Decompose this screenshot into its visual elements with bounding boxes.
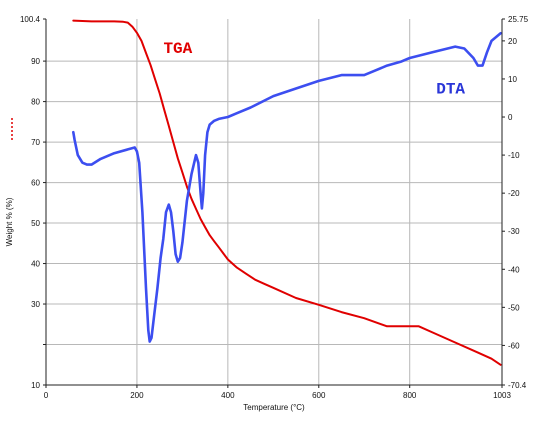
label-layer: Temperature (°C) Weight % (%) TGA DTA <box>5 40 465 412</box>
y-right-tick-label: -60 <box>508 341 520 350</box>
y-left-tick-label: 30 <box>31 300 40 309</box>
x-tick-label: 1003 <box>493 391 511 400</box>
y-left-tick-label: 70 <box>31 138 40 147</box>
series-layer <box>72 19 502 366</box>
tga-series-line <box>72 19 502 366</box>
x-tick-label: 600 <box>312 391 326 400</box>
y-right-tick-label: 0 <box>508 113 513 122</box>
y-right-tick-label: -70.4 <box>508 381 527 390</box>
y-left-tick-label: 10 <box>31 381 40 390</box>
x-tick-label: 800 <box>403 391 417 400</box>
x-tick-label: 200 <box>130 391 144 400</box>
x-axis-title: Temperature (°C) <box>243 403 305 412</box>
y-left-tick-label: 80 <box>31 98 40 107</box>
y-right-tick-label: 25.75 <box>508 15 529 24</box>
y-left-tick-label: 40 <box>31 260 40 269</box>
y-right-tick-label: -10 <box>508 151 520 160</box>
y-right-tick-label: -20 <box>508 189 520 198</box>
y-left-tick-label: 60 <box>31 179 40 188</box>
y-left-tick-label: 90 <box>31 57 40 66</box>
y-right-tick-label: 20 <box>508 37 517 46</box>
y-left-tick-label: 100.4 <box>20 15 41 24</box>
tga-annotation: TGA <box>163 40 192 58</box>
x-tick-label: 0 <box>44 391 49 400</box>
axis-layer: 0 200 400 600 800 10031030405060708090100.4-7… <box>20 15 529 400</box>
x-tick-label: 400 <box>221 391 235 400</box>
y-left-axis-title: Weight % (%) <box>5 197 14 246</box>
y-right-tick-label: -30 <box>508 227 520 236</box>
y-right-tick-label: 10 <box>508 75 517 84</box>
y-right-tick-label: -40 <box>508 265 520 274</box>
dta-annotation: DTA <box>436 80 465 98</box>
y-right-tick-label: -50 <box>508 303 520 312</box>
dta-series-line <box>72 31 502 343</box>
y-left-tick-label: 50 <box>31 219 40 228</box>
